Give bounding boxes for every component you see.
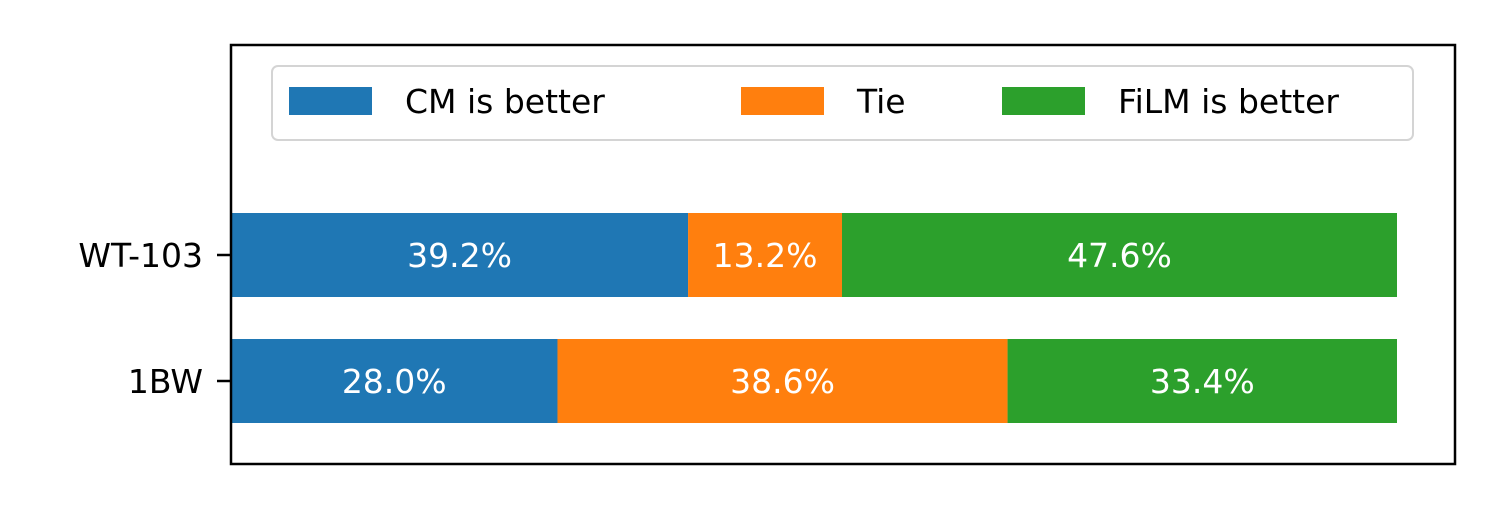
y-axis: WT-103 1BW [78,236,231,401]
legend-label: FiLM is better [1118,82,1339,121]
legend-swatch [1002,87,1085,115]
data-labels-group: 39.2% 13.2% 47.6% 28.0% 38.6% 33.4% [342,236,1255,401]
bar-segment [231,213,689,297]
data-label: 33.4% [1150,362,1255,401]
legend-label: CM is better [405,82,605,121]
bar-segment [557,339,1008,423]
bar-segment [841,213,1397,297]
y-tick-label: WT-103 [78,236,203,275]
bar-segment [231,339,558,423]
data-label: 47.6% [1067,236,1172,275]
data-label: 13.2% [713,236,818,275]
legend-box [271,65,1414,141]
data-label: 39.2% [407,236,512,275]
legend: CM is better Tie FiLM is better [271,65,1414,141]
bar-segment [688,213,842,297]
bars-group [231,213,1397,423]
legend-swatch [289,87,372,115]
y-tick-label: 1BW [128,362,203,401]
bar-segment [1007,339,1397,423]
data-label: 38.6% [730,362,835,401]
legend-swatch [741,87,824,115]
legend-label: Tie [856,82,906,121]
data-label: 28.0% [342,362,447,401]
plot-frame [229,43,1457,466]
